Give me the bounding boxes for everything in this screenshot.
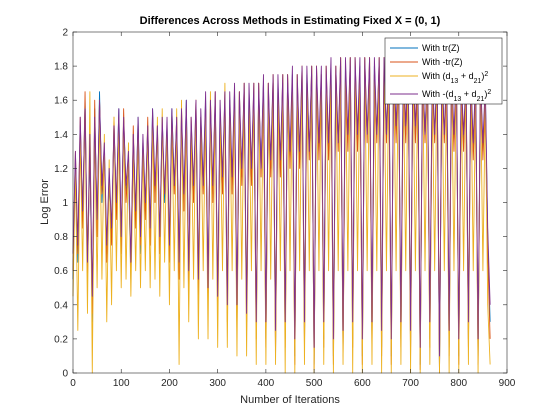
series-group <box>72 57 491 374</box>
legend-box <box>384 37 503 105</box>
y-tick-label: 1.2 <box>54 164 68 175</box>
y-tick-label: 2 <box>62 28 68 39</box>
x-tick-label: 500 <box>306 378 323 389</box>
y-tick-label: 0.2 <box>54 334 68 345</box>
x-ticks: 0 100 200 300 400 500 600 700 800 900 <box>70 32 516 389</box>
x-tick-label: 100 <box>113 378 130 389</box>
x-tick-label: 900 <box>499 378 516 389</box>
x-tick-label: 700 <box>402 378 419 389</box>
legend: With tr(Z) With -tr(Z) With (d13 + d21)2 Wi… <box>384 37 503 105</box>
y-tick-label: 1.6 <box>54 96 68 107</box>
y-axis-label: Log Error <box>39 179 51 225</box>
x-tick-label: 0 <box>70 378 76 389</box>
x-tick-label: 600 <box>354 378 371 389</box>
legend-label-3: With (d13 + d21)2 <box>422 71 488 85</box>
y-tick-label: 0 <box>62 369 68 380</box>
series-line-4 <box>72 57 491 357</box>
x-tick-label: 300 <box>209 378 226 389</box>
y-tick-label: 0.6 <box>54 266 68 277</box>
legend-label-4: With -(d13 + d21)2 <box>422 89 491 103</box>
y-tick-label: 0.4 <box>54 300 68 311</box>
y-tick-label: 1.8 <box>54 62 68 73</box>
x-tick-label: 400 <box>258 378 275 389</box>
legend-items: With tr(Z) With -tr(Z) With (d13 + d21)2 Wi… <box>390 43 491 103</box>
y-tick-label: 1.4 <box>54 130 68 141</box>
x-tick-label: 200 <box>161 378 178 389</box>
y-ticks: 0 0.2 0.4 0.6 0.8 1 1.2 1.4 1.6 1.8 2 <box>54 28 507 380</box>
y-tick-label: 1 <box>62 198 68 209</box>
chart-title: Differences Across Methods in Estimating… <box>140 15 441 27</box>
y-tick-label: 0.8 <box>54 232 68 243</box>
legend-label-2: With -tr(Z) <box>422 57 463 67</box>
x-axis-label: Number of Iterations <box>240 394 340 406</box>
legend-label-1: With tr(Z) <box>422 43 460 53</box>
x-tick-label: 800 <box>450 378 467 389</box>
